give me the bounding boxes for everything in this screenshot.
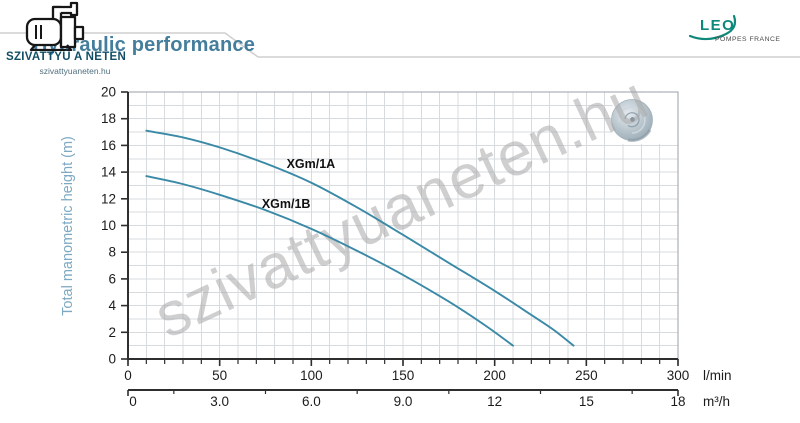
x-tick-label: 50	[212, 368, 227, 383]
y-tick-label: 16	[101, 138, 116, 153]
x-tick-label: 300	[667, 368, 690, 383]
performance-curve-XGm/1A	[145, 129, 575, 347]
plot-border	[128, 91, 679, 359]
y-tick-label: 8	[108, 245, 116, 260]
x-tick-label: 0	[124, 368, 132, 383]
curve-label: XGm/1B	[262, 197, 311, 211]
header-divider	[0, 32, 800, 58]
x-tick-label: 100	[300, 368, 323, 383]
x-axis-unit-primary: l/min	[703, 368, 732, 383]
chart-borders	[128, 91, 679, 359]
y-tick-label: 10	[101, 218, 116, 233]
leo-logo-text: LEO	[700, 17, 735, 34]
y-tick-label: 20	[101, 85, 116, 100]
curve-label: XGm/1A	[287, 157, 336, 171]
leo-logo: LEO POMPES FRANCE	[678, 10, 798, 48]
x-axis-unit-secondary: m³/h	[703, 394, 730, 409]
x2-tick-label: 12	[487, 394, 502, 409]
y-tick-label: 2	[108, 325, 116, 340]
x2-tick-label: 0	[129, 394, 137, 409]
site-name: SZIVATTYÚ A NETEN	[6, 51, 127, 63]
y-tick-label: 14	[101, 165, 117, 180]
leo-swoosh	[688, 14, 737, 41]
x2-tick-label: 15	[579, 394, 594, 409]
page-title: Hydraulic performance	[33, 34, 256, 56]
x-tick-label: 250	[575, 368, 598, 383]
y-tick-label: 18	[101, 111, 116, 126]
x2-tick-label: 6.0	[302, 394, 321, 409]
curve-labels: XGm/1A XGm/1B	[262, 157, 335, 211]
y-axis-title: Total manometric height (m)	[60, 136, 76, 316]
performance-curve-XGm/1B	[145, 175, 514, 347]
x2-tick-label: 18	[670, 394, 685, 409]
pump-logo-icon	[25, 1, 89, 52]
y-tick-label: 4	[108, 298, 116, 313]
impeller-image	[611, 92, 678, 144]
y-tick-label: 6	[108, 271, 116, 286]
x-tick-label: 200	[483, 368, 506, 383]
leo-tagline: POMPES FRANCE	[715, 36, 780, 43]
watermark-text: szivattyuaneten.hu	[144, 63, 658, 352]
x-tick-label: 150	[392, 368, 415, 383]
x2-tick-label: 9.0	[394, 394, 413, 409]
chart-curves	[145, 129, 575, 347]
y-tick-label: 0	[108, 352, 116, 367]
site-url-link[interactable]: szivattyuaneten.hu	[39, 66, 111, 76]
y-tick-label: 12	[101, 191, 116, 206]
x2-tick-label: 3.0	[210, 394, 229, 409]
